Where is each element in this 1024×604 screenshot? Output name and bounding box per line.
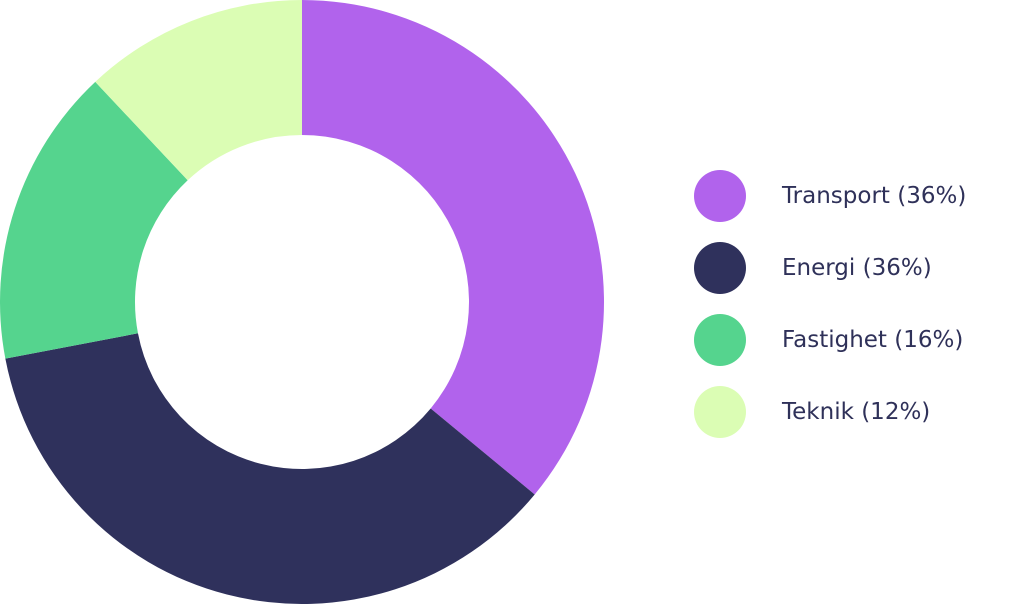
legend-swatch-fastighet: [694, 314, 746, 366]
legend-item-teknik: Teknik (12%): [694, 386, 1014, 438]
donut-slice-energi: [5, 333, 535, 604]
legend-item-fastighet: Fastighet (16%): [694, 314, 1014, 366]
legend-label-fastighet: Fastighet (16%): [782, 327, 964, 353]
donut-slice-teknik: [95, 0, 302, 181]
legend-item-transport: Transport (36%): [694, 170, 1014, 222]
donut-slice-transport: [302, 0, 604, 495]
legend-label-energi: Energi (36%): [782, 255, 932, 281]
legend-swatch-teknik: [694, 386, 746, 438]
legend-swatch-transport: [694, 170, 746, 222]
donut-slice-fastighet: [0, 81, 188, 359]
legend-label-teknik: Teknik (12%): [782, 399, 931, 425]
legend-swatch-energi: [694, 242, 746, 294]
legend-item-energi: Energi (36%): [694, 242, 1014, 294]
chart-legend: Transport (36%) Energi (36%) Fastighet (…: [694, 170, 1014, 458]
legend-label-transport: Transport (36%): [782, 183, 967, 209]
